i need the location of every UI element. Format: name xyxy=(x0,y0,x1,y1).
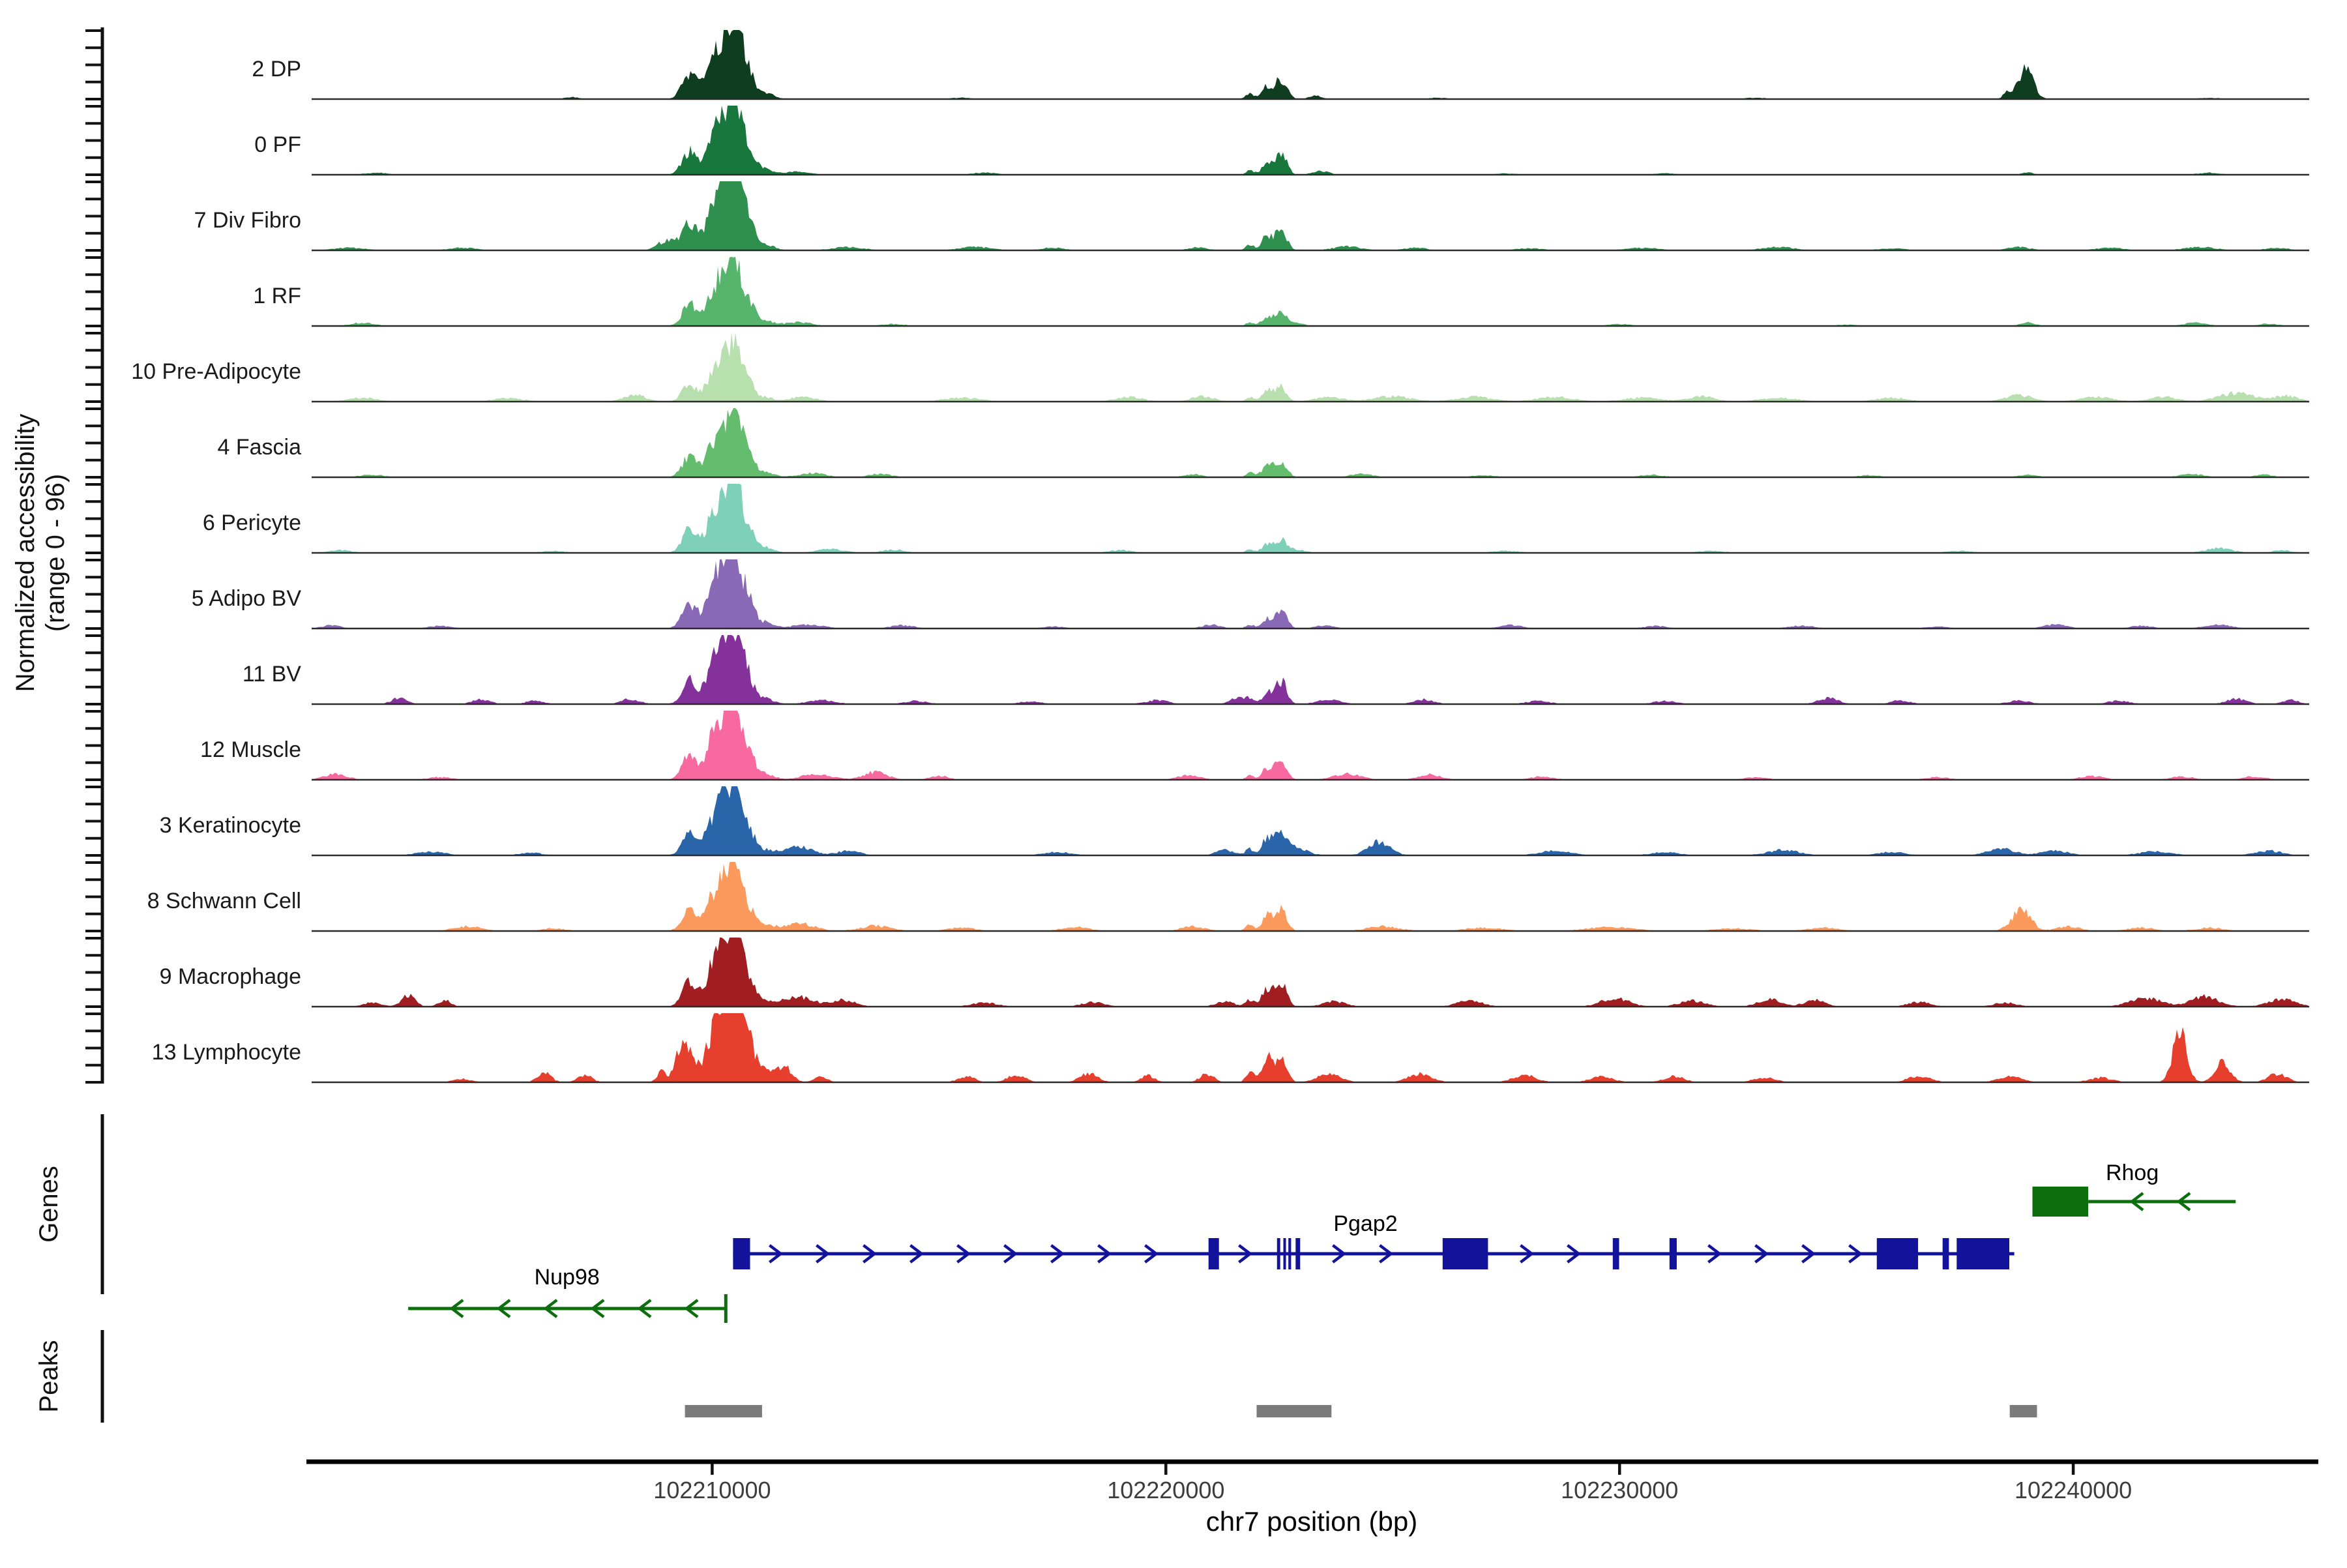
track-signal-9-macrophage xyxy=(313,938,2309,1007)
gene-exon-pgap2 xyxy=(1208,1238,1219,1269)
x-axis-tick-label: 102230000 xyxy=(1561,1477,1678,1503)
x-axis-tick-label: 102220000 xyxy=(1107,1477,1224,1503)
gene-label-pgap2: Pgap2 xyxy=(1333,1211,1397,1236)
gene-strand-arrow-pgap2 xyxy=(1238,1244,1253,1264)
track-signal-11-bv xyxy=(313,635,2309,704)
gene-strand-arrow-pgap2 xyxy=(1050,1244,1065,1264)
track-label-1-rf: 1 RF xyxy=(253,284,301,308)
gene-strand-arrow-pgap2 xyxy=(1801,1244,1816,1264)
gene-exon-pgap2 xyxy=(1942,1238,1949,1269)
track-label-12-muscle: 12 Muscle xyxy=(200,737,301,762)
track-signal-5-adipo-bv xyxy=(313,559,2309,629)
gene-strand-arrow-pgap2 xyxy=(1144,1244,1159,1264)
gene-exon-pgap2 xyxy=(1956,1238,2009,1269)
track-label-5-adipo-bv: 5 Adipo BV xyxy=(192,586,302,611)
track-label-3-keratinocyte: 3 Keratinocyte xyxy=(160,813,301,838)
gene-tss-tick-nup98 xyxy=(724,1294,728,1323)
track-label-0-pf: 0 PF xyxy=(254,132,301,157)
track-label-7-div-fibro: 7 Div Fibro xyxy=(194,208,301,233)
gene-strand-arrow-pgap2 xyxy=(1754,1244,1769,1264)
peak-region xyxy=(685,1405,762,1417)
gene-exon-pgap2 xyxy=(1669,1238,1677,1269)
track-label-6-pericyte: 6 Pericyte xyxy=(203,510,301,535)
gene-strand-arrow-pgap2 xyxy=(1707,1244,1722,1264)
gene-strand-arrow-pgap2 xyxy=(956,1244,971,1264)
gene-strand-arrow-pgap2 xyxy=(1097,1244,1112,1264)
track-label-8-schwann-cell: 8 Schwann Cell xyxy=(147,889,301,913)
gene-strand-arrow-nup98 xyxy=(543,1299,558,1318)
gene-strand-arrow-nup98 xyxy=(684,1299,699,1318)
gene-exon-pgap2 xyxy=(1277,1238,1280,1269)
gene-strand-arrow-pgap2 xyxy=(1567,1244,1582,1264)
track-signal-2-dp xyxy=(313,30,2309,99)
track-signal-6-pericyte xyxy=(313,484,2309,553)
track-signal-0-pf xyxy=(313,106,2309,175)
peak-region xyxy=(2009,1405,2037,1417)
gene-exon-pgap2 xyxy=(733,1238,750,1269)
track-signal-1-rf xyxy=(313,257,2309,326)
gene-strand-arrow-pgap2 xyxy=(1848,1244,1863,1264)
gene-exon-rhog xyxy=(2032,1187,2089,1217)
x-axis-tick-label: 102240000 xyxy=(2015,1477,2132,1503)
gene-exon-pgap2 xyxy=(1442,1238,1488,1269)
gene-strand-arrow-pgap2 xyxy=(1379,1244,1394,1264)
track-label-4-fascia: 4 Fascia xyxy=(218,435,302,460)
gene-strand-arrow-nup98 xyxy=(590,1299,605,1318)
track-signal-12-muscle xyxy=(313,711,2309,780)
track-label-11-bv: 11 BV xyxy=(243,662,301,687)
x-axis-tick-label: 102210000 xyxy=(653,1477,771,1503)
gene-strand-arrow-nup98 xyxy=(637,1299,652,1318)
y-axis-label-line2: (range 0 - 96) xyxy=(41,474,70,632)
track-signal-13-lymphocyte xyxy=(313,1013,2309,1082)
track-signal-7-div-fibro xyxy=(313,181,2309,250)
gene-strand-arrow-pgap2 xyxy=(863,1244,878,1264)
gene-exon-pgap2 xyxy=(1612,1238,1619,1269)
track-signal-8-schwann-cell xyxy=(313,862,2309,931)
gene-strand-arrow-pgap2 xyxy=(1520,1244,1535,1264)
peak-region xyxy=(1256,1405,1332,1417)
genes-panel-label: Genes xyxy=(35,1166,63,1243)
gene-strand-arrow-nup98 xyxy=(496,1299,511,1318)
gene-strand-arrow-pgap2 xyxy=(909,1244,924,1264)
gene-exon-pgap2 xyxy=(1288,1238,1292,1269)
gene-label-nup98: Nup98 xyxy=(535,1265,600,1290)
gene-strand-arrow-pgap2 xyxy=(1332,1244,1347,1264)
peaks-panel-label: Peaks xyxy=(35,1340,63,1412)
gene-exon-pgap2 xyxy=(1283,1238,1286,1269)
gene-strand-arrow-pgap2 xyxy=(816,1244,831,1264)
y-axis-label-line1: Normalized accessibility xyxy=(11,414,40,692)
gene-exon-pgap2 xyxy=(1876,1238,1919,1269)
track-signal-4-fascia xyxy=(313,408,2309,477)
x-axis-title: chr7 position (bp) xyxy=(1206,1506,1418,1537)
track-signal-3-keratinocyte xyxy=(313,786,2309,855)
track-label-10-pre-adipocyte: 10 Pre-Adipocyte xyxy=(131,359,301,384)
gene-strand-arrow-rhog xyxy=(2176,1192,2191,1211)
track-signal-10-pre-adipocyte xyxy=(313,333,2309,402)
track-label-2-dp: 2 DP xyxy=(252,57,301,81)
gene-label-rhog: Rhog xyxy=(2106,1161,2159,1185)
gene-strand-arrow-nup98 xyxy=(449,1299,464,1318)
track-label-13-lymphocyte: 13 Lymphocyte xyxy=(152,1040,301,1065)
plot-content: 2 DP 0 PF 7 Div Fibro 1 RF 10 Pre-Adipocyte 4… xyxy=(85,29,2309,1503)
track-label-9-macrophage: 9 Macrophage xyxy=(160,964,301,989)
gene-strand-arrow-rhog xyxy=(2129,1192,2144,1211)
gene-strand-arrow-pgap2 xyxy=(1003,1244,1018,1264)
gene-strand-arrow-pgap2 xyxy=(769,1244,784,1264)
gene-exon-pgap2 xyxy=(1295,1238,1301,1269)
